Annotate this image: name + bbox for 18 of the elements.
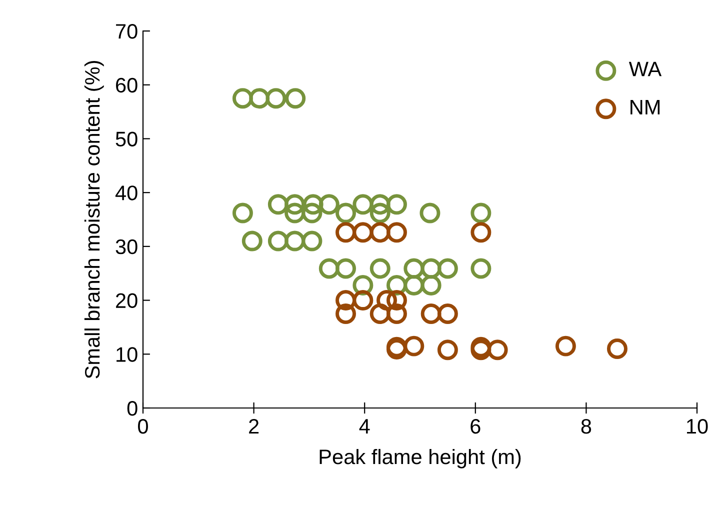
y-axis-title: Small branch moisture content (%): [84, 61, 104, 378]
x-tick-label: 6: [470, 418, 480, 434]
y-tick-label: 40: [115, 186, 138, 200]
y-tick-label: 30: [116, 239, 138, 254]
legend-label: NM: [630, 100, 660, 114]
y-tick-label: 70: [116, 24, 138, 39]
y-tick-label: 50: [116, 132, 138, 146]
x-tick-label: 4: [359, 419, 370, 434]
y-tick-label: 10: [116, 347, 138, 362]
x-tick-label: 8: [581, 418, 592, 434]
x-tick-label: 0: [138, 418, 148, 434]
x-tick-label: 2: [249, 418, 259, 434]
y-tick-label: 20: [116, 293, 138, 308]
x-tick-label: 10: [687, 418, 708, 434]
legend-label: WA: [628, 62, 662, 76]
y-tick-label: 0: [127, 401, 138, 416]
y-tick-label: 60: [116, 78, 138, 93]
x-axis-title: Peak flame height (m): [320, 448, 521, 468]
